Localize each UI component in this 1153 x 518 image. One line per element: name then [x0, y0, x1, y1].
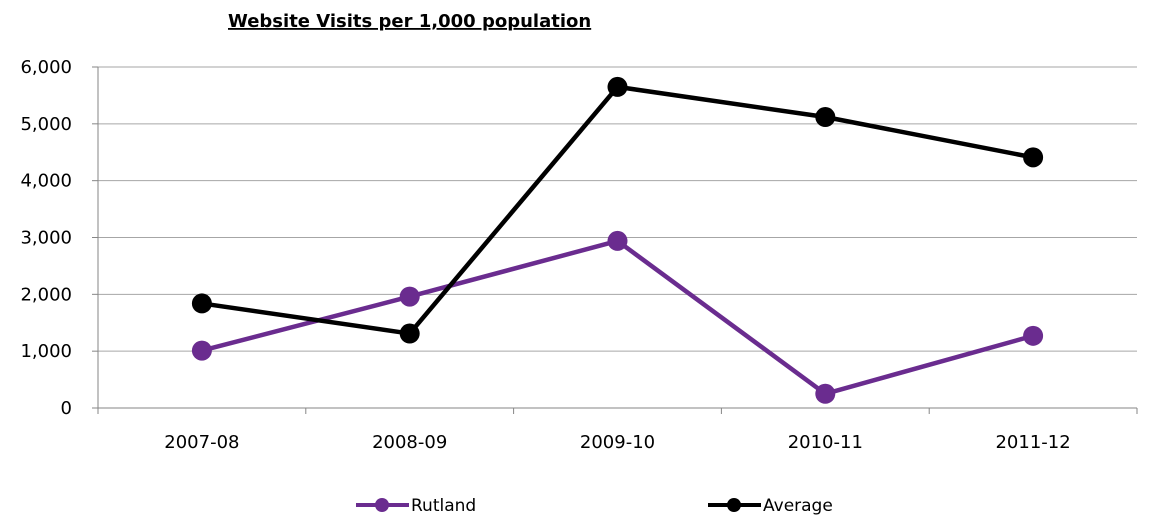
y-tick-label: 0: [61, 398, 72, 419]
data-point-rutland: [1023, 325, 1044, 346]
x-tick-label: 2008-09: [372, 432, 447, 453]
data-point-rutland: [191, 340, 212, 361]
series-rutland: [191, 230, 1044, 404]
axes: [92, 66, 1138, 414]
chart-title: Website Visits per 1,000 population: [228, 11, 591, 32]
data-point-average: [1023, 147, 1044, 168]
legend-label: Rutland: [411, 496, 476, 516]
legend-item-rutland: Rutland: [356, 496, 476, 516]
y-tick-label: 5,000: [20, 114, 72, 135]
data-point-rutland: [607, 230, 628, 251]
data-point-average: [191, 293, 212, 314]
series-group: [191, 76, 1044, 404]
data-point-rutland: [815, 383, 836, 404]
legend-swatch-marker: [375, 498, 389, 512]
y-tick-label: 6,000: [20, 57, 72, 78]
legend-swatch-marker: [727, 498, 741, 512]
x-tick-label: 2010-11: [788, 432, 863, 453]
x-axis-tick-labels: 2007-08 2008-09 2009-10 2010-11 2011-12: [164, 432, 1070, 453]
series-line-rutland: [201, 238, 1034, 397]
y-tick-label: 1,000: [20, 341, 72, 362]
y-axis-tick-labels: 0 1,000 2,000 3,000 4,000 5,000 6,000: [20, 57, 72, 419]
series-average: [191, 76, 1044, 344]
data-point-average: [815, 107, 836, 128]
x-tick-label: 2009-10: [580, 432, 655, 453]
data-point-average: [607, 76, 628, 97]
legend-label: Average: [763, 496, 833, 516]
data-point-rutland: [399, 286, 420, 307]
y-tick-label: 2,000: [20, 284, 72, 305]
y-tick-label: 3,000: [20, 228, 72, 249]
x-tick-label: 2007-08: [164, 432, 239, 453]
legend: Rutland Average: [356, 496, 833, 516]
y-tick-label: 4,000: [20, 171, 72, 192]
data-point-average: [399, 323, 420, 344]
gridlines: [98, 66, 1137, 352]
legend-item-average: Average: [708, 496, 833, 516]
x-tick-label: 2011-12: [995, 432, 1070, 453]
